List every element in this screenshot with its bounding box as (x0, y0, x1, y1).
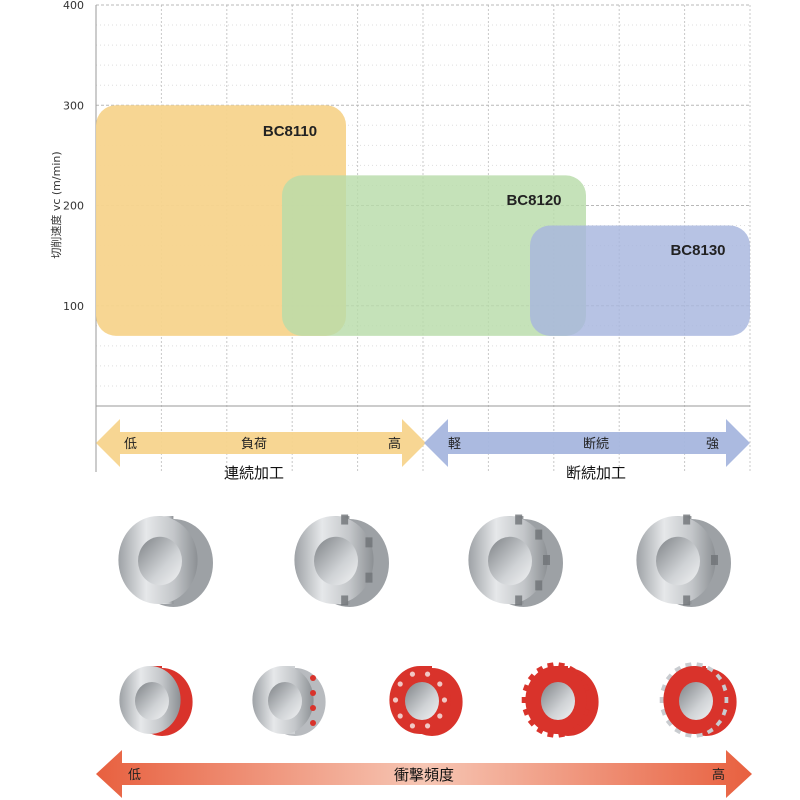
y-tick-label: 300 (63, 99, 84, 112)
workpiece-cut-ring (636, 514, 732, 607)
interrupted-high-label: 強 (706, 437, 719, 452)
workpiece-red-gear (521, 662, 599, 738)
workpiece-red-holed-ring (389, 666, 463, 736)
interrupted-mid-label: 断続 (583, 437, 609, 452)
y-ticks: 100 200 300 400 (63, 0, 84, 313)
series-bands: BC8110 BC8120 BC8130 (96, 105, 750, 336)
y-tick-label: 100 (63, 300, 84, 313)
series-label-bc8120: BC8120 (506, 192, 561, 209)
impact-low-label: 低 (128, 768, 141, 783)
continuous-arrow: 低 負荷 高 (96, 419, 426, 467)
series-label-bc8110: BC8110 (263, 123, 317, 140)
band-bc8120 (282, 175, 586, 336)
workpiece-plain-ring (118, 516, 213, 607)
continuous-low-label: 低 (124, 437, 137, 452)
y-axis-label: 切削速度 vc (m/min) (49, 151, 63, 258)
y-tick-label: 200 (63, 200, 84, 213)
workpiece-slotted-ring (294, 514, 389, 607)
impact-title: 衝撃頻度 (394, 766, 454, 784)
interrupted-low-label: 軽 (448, 437, 461, 452)
impact-high-label: 高 (712, 767, 725, 783)
workpiece-red-fine-gear (659, 662, 737, 738)
continuous-title: 連続加工 (224, 464, 284, 482)
continuous-arrow-shape (96, 419, 426, 467)
continuous-high-label: 高 (388, 436, 401, 452)
band-bc8130 (530, 225, 750, 336)
workpieces-bottom-row (119, 662, 737, 738)
interrupted-arrow-shape (424, 419, 750, 467)
interrupted-title: 断続加工 (566, 464, 626, 482)
workpiece-red-dotted-ring (252, 666, 326, 736)
y-tick-label: 400 (63, 0, 84, 12)
impact-arrow-shape (96, 750, 752, 798)
interrupted-arrow: 軽 断続 強 (424, 419, 750, 467)
series-label-bc8130: BC8130 (670, 242, 725, 259)
continuous-mid-label: 負荷 (241, 437, 267, 452)
workpieces-top-row (118, 514, 732, 607)
workpiece-notched-ring (468, 514, 563, 607)
workpiece-red-band-ring (119, 666, 193, 736)
impact-arrow: 低 衝撃頻度 高 (96, 750, 752, 798)
